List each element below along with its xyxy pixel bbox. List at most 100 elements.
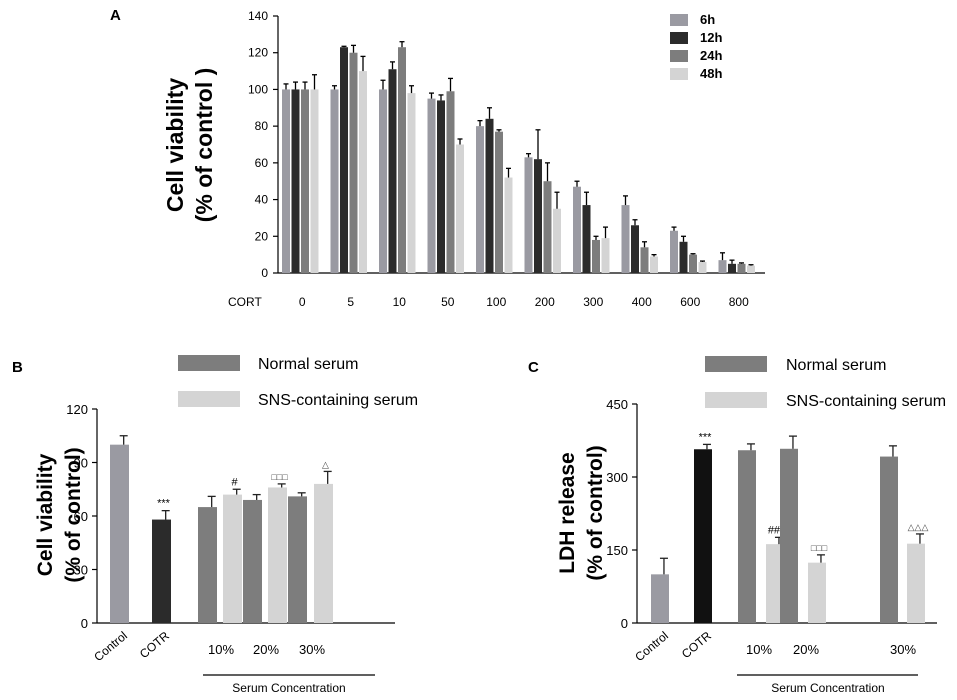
panel-a-bar-48h (747, 265, 755, 273)
panel-b-xtick-label: 30% (299, 642, 325, 657)
panel-a-xtick-label: 300 (583, 295, 603, 309)
panel-a-legend-swatch-24h (670, 50, 688, 62)
panel-a-ytick-label: 80 (255, 119, 269, 133)
panel-a-bar-6h (282, 89, 290, 273)
panel-a-bar-12h (534, 159, 542, 273)
panel-b-ylabel-line1: Cell viability (34, 453, 57, 576)
panel-c-legend-normal-label: Normal serum (786, 357, 886, 374)
panel-b-ytick-label: 30 (74, 563, 88, 578)
panel-a-legend-label-48h: 48h (700, 66, 722, 81)
panel-a-ytick-label: 40 (255, 193, 269, 207)
panel-b-ytick-label: 0 (81, 616, 88, 631)
panel-b-bar (152, 519, 171, 623)
panel-a-xtick-label: 200 (535, 295, 555, 309)
panel-a-legend-label-24h: 24h (700, 48, 722, 63)
panel-a-bar-6h (476, 126, 484, 274)
panel-a-bar-24h (640, 247, 649, 273)
panel-a-bar-12h (340, 47, 348, 274)
panel-b-legend-swatch-sns (178, 391, 240, 407)
panel-a-ylabel-line1: Cell viability (162, 78, 188, 212)
panel-a-xtick-label: 400 (632, 295, 652, 309)
panel-b-bar (198, 507, 217, 623)
panel-a-bar-48h (650, 256, 658, 273)
panel-c-xtick-label: 10% (746, 642, 772, 657)
panel-a-bar-24h (689, 254, 697, 273)
panel-a-bar-24h (446, 91, 455, 273)
panel-b-significance-mark: *** (157, 498, 171, 510)
panel-b-ytick-label: 90 (74, 456, 88, 471)
panel-c-legend-sns-label: SNS-containing serum (786, 393, 946, 410)
panel-c-ylabel-line1: LDH release (556, 452, 579, 573)
panel-c-ytick-label: 150 (606, 543, 628, 558)
panel-a-xtick-label: 50 (441, 295, 455, 309)
panel-b-legend-sns-label: SNS-containing serum (258, 392, 418, 409)
panel-a-ytick-label: 140 (248, 9, 268, 23)
panel-a-bar-24h (301, 89, 309, 273)
panel-b-xtick-label: 20% (253, 642, 279, 657)
panel-a-ytick-label: 120 (248, 46, 268, 60)
panel-c-xtick-label: COTR (679, 628, 714, 661)
panel-a-ytick-label: 0 (261, 266, 268, 280)
panel-a-bar-24h (398, 47, 406, 274)
panel-a-legend-swatch-48h (670, 68, 688, 80)
panel-a-bar-24h (543, 181, 552, 273)
panel-b-bar (314, 483, 333, 623)
panel-c-xtick-label: Control (632, 629, 671, 665)
panel-a-bar-6h (379, 89, 387, 273)
panel-a-bar-6h (670, 230, 678, 273)
panel-a-bar-24h (737, 263, 746, 273)
panel-a-legend-swatch-6h (670, 14, 688, 26)
panel-b-bar (243, 499, 262, 623)
panel-a-bar-6h (427, 98, 436, 273)
panel-a-bar-48h (456, 144, 464, 273)
panel-b-legend-normal-label: Normal serum (258, 356, 358, 373)
panel-a-ylabel-line2: (% of control ) (191, 68, 217, 223)
panel-a-bar-6h (524, 157, 533, 273)
panel-c-ylabel-line2: (% of control) (584, 445, 607, 580)
panel-a-xtick-label: 5 (347, 295, 354, 309)
panel-c-bar (766, 544, 784, 623)
panel-b-ylabel-line2: (% of control) (62, 447, 85, 582)
panel-b-bar (223, 494, 242, 623)
panel-b-bar (288, 496, 307, 623)
panel-c-bar (808, 562, 826, 623)
panel-a-bar-12h (485, 118, 494, 273)
panel-c-legend-swatch-sns (705, 392, 767, 408)
panel-a-legend-label-12h: 12h (700, 30, 722, 45)
panel-a-xtick-label: 0 (299, 295, 306, 309)
panel-b-significance-mark: # (231, 476, 238, 488)
panel-a-letter: A (110, 7, 121, 24)
panel-c-bar (907, 543, 925, 623)
panel-a-xtick-label: 800 (729, 295, 749, 309)
panel-a-bar-12h (291, 89, 300, 273)
panel-b-significance-mark: △ (322, 459, 329, 469)
panel-c-ytick-label: 450 (606, 397, 628, 412)
panel-a-legend-label-6h: 6h (700, 12, 715, 27)
panel-c-legend-swatch-normal (705, 356, 767, 372)
panel-b-legend-swatch-normal (178, 355, 240, 371)
panel-c-xtick-label: 30% (890, 642, 916, 657)
panel-a-bar-12h (631, 225, 639, 273)
panel-c-bar (738, 450, 756, 623)
panel-b-bar (110, 444, 129, 623)
panel-a-bar-6h (621, 205, 630, 273)
panel-a-bar-48h (359, 71, 367, 273)
panel-a-legend-swatch-12h (670, 32, 688, 44)
panel-b-bar (268, 487, 287, 623)
panel-a-bar-48h (553, 208, 561, 273)
panel-a-ytick-label: 20 (255, 229, 269, 243)
panel-c-bar (694, 449, 712, 623)
panel-b-xtick-label: 10% (208, 642, 234, 657)
panel-a-bar-6h (330, 89, 339, 273)
panel-a-xlabel: CORT (228, 295, 262, 309)
panel-b-xtick-label: Control (91, 629, 130, 665)
panel-a-xtick-label: 100 (486, 295, 506, 309)
panel-b-xtick-label: COTR (137, 628, 172, 661)
panel-b-ytick-label: 120 (66, 402, 88, 417)
panel-a-bar-6h (718, 260, 727, 273)
panel-a-bar-24h (592, 239, 600, 273)
panel-a-bar-12h (728, 263, 736, 273)
panel-c-bar (780, 448, 798, 623)
